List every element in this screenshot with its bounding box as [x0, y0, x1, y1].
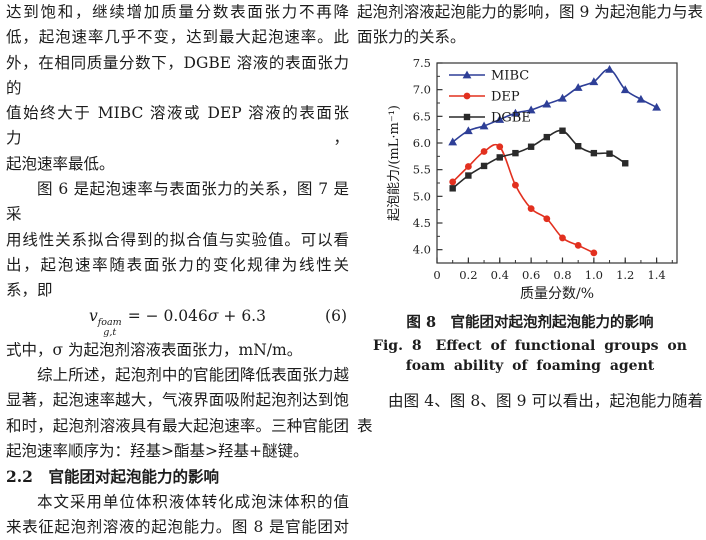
text-line: 出，起泡速率随表面张力的变化规律为线性关 [6, 255, 349, 274]
equation-number: (6) [325, 306, 347, 325]
text-line: 和时，起泡剂溶液具有最大起泡速率。三种官能团 [6, 416, 349, 435]
text-line: 显著，起泡速率越大，气液界面吸附起泡剂达到饱 [6, 391, 349, 410]
sigma-symbol: σ [207, 306, 219, 325]
figure-caption-cn: 图 8 官能团对起泡剂起泡能力的影响 [406, 314, 654, 331]
svg-text:7.5: 7.5 [413, 56, 431, 70]
equation-body: v foam g,t = − 0.046σ + 6.3 [89, 306, 266, 338]
svg-text:7.0: 7.0 [413, 83, 431, 97]
svg-text:起泡能力/(mL·m⁻¹): 起泡能力/(mL·m⁻¹) [387, 105, 402, 221]
text-line: 综上所述，起泡剂中的官能团降低表面张力越 [37, 366, 349, 385]
figure-8: 0 0.2 0.4 0.6 0.8 1.0 1.2 1.4 4.0 4.5 5.0 5.5 6.0 6.5… [385, 56, 705, 302]
svg-text:1.4: 1.4 [647, 268, 665, 282]
text-line: 本文采用单位体积液体转化成泡沫体积的值 [37, 492, 349, 511]
right-column: 起泡剂溶液起泡能力的影响，图 9 为起泡能力与表 面张力的关系。 [357, 0, 703, 51]
svg-text:DEP: DEP [491, 90, 520, 105]
svg-text:4.0: 4.0 [413, 243, 431, 257]
text-line: 式中，σ 为起泡剂溶液表面张力，mN/m。 [6, 340, 303, 359]
text-line: 由图 4、图 8、图 9 可以看出，起泡能力随着表 [357, 392, 703, 436]
left-column: 达到饱和，继续增加质量分数表面张力不再降 低，起泡速率几乎不变，达到最大起泡速率… [6, 0, 349, 540]
svg-text:0: 0 [433, 268, 440, 282]
text-line: 值始终大于 MIBC 溶液或 DEP 溶液的表面张力， [6, 104, 349, 148]
text-line: 起泡速率最低。 [6, 154, 115, 173]
svg-text:6.0: 6.0 [413, 136, 431, 150]
equation-variable: v [89, 306, 98, 325]
text-line: 来表征起泡剂溶液的起泡能力。图 8 是官能团对 [6, 517, 349, 536]
svg-text:6.5: 6.5 [413, 109, 431, 123]
svg-text:0.2: 0.2 [459, 268, 477, 282]
text-line: 面张力的关系。 [357, 28, 466, 47]
svg-text:DGBE: DGBE [491, 111, 531, 126]
svg-text:4.5: 4.5 [413, 216, 431, 230]
svg-text:质量分数/%: 质量分数/% [520, 286, 594, 302]
svg-text:1.0: 1.0 [585, 268, 603, 282]
svg-text:1.2: 1.2 [616, 268, 634, 282]
figure-8-chart: 0 0.2 0.4 0.6 0.8 1.0 1.2 1.4 4.0 4.5 5.0 5.5 6.0 6.5… [387, 56, 678, 302]
text-line: 起泡剂溶液起泡能力的影响，图 9 为起泡能力与表 [357, 3, 703, 21]
text-line: 达到饱和，继续增加质量分数表面张力不再降 [6, 3, 349, 21]
svg-text:0.8: 0.8 [553, 268, 571, 282]
equation-6: v foam g,t = − 0.046σ + 6.3 (6) [6, 304, 349, 338]
svg-text:5.5: 5.5 [413, 163, 431, 177]
text-line: 系，即 [6, 281, 53, 300]
text-line: 起泡速率顺序为：羟基>酯基>羟基+醚键。 [6, 441, 309, 460]
figure-caption-en-line2: foam ability of foaming agent [405, 358, 655, 374]
text-line: 低，起泡速率几乎不变，达到最大起泡速率。此 [6, 28, 349, 47]
text-line: 图 6 是起泡速率与表面张力的关系，图 7 是采 [6, 180, 349, 224]
section-heading: 2.2 官能团对起泡能力的影响 [6, 467, 219, 487]
svg-text:5.0: 5.0 [413, 189, 431, 203]
text-line: 外，在相同质量分数下，DGBE 溶液的表面张力的 [6, 53, 349, 97]
svg-text:0.6: 0.6 [522, 268, 540, 282]
text-line: 用线性关系拟合得到的拟合值与实验值。可以看 [6, 230, 349, 249]
figure-caption-en-line1: Fig. 8 Effect of functional groups on [373, 338, 687, 354]
equation-supsub: foam g,t [97, 316, 122, 338]
svg-text:MIBC: MIBC [491, 69, 529, 84]
svg-text:0.4: 0.4 [491, 268, 509, 282]
